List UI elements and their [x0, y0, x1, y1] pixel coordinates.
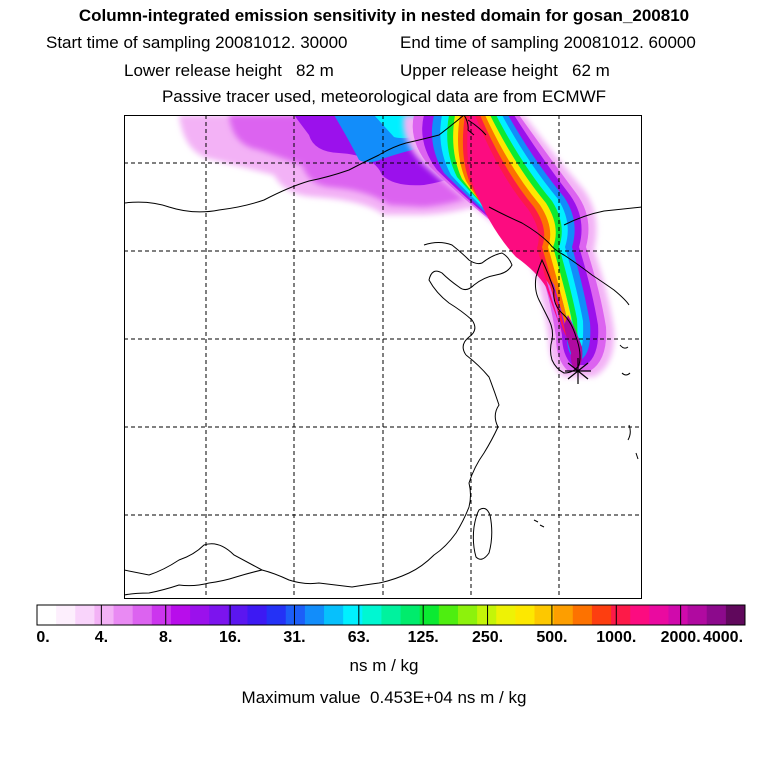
colorbar-tick-label: 500. [536, 629, 568, 646]
colorbar-swatch [37, 605, 57, 625]
plume-purple [564, 315, 583, 371]
max-value-label: Maximum value 0.453E+04 ns m / kg [241, 688, 527, 707]
colorbar-swatch [572, 605, 593, 625]
colorbar-outline [36, 604, 746, 626]
colorbar-swatch [477, 605, 497, 625]
colorbar-swatch [381, 605, 402, 625]
plume-magenta [467, 115, 569, 341]
colorbar-tick-label: 4. [94, 629, 109, 646]
colorbar-swatch [75, 605, 95, 625]
colorbar-swatch [266, 605, 287, 625]
colorbar-tick-label: 16. [218, 629, 242, 646]
colorbar-swatch [343, 605, 363, 625]
plot-title: Column-integrated emission sensitivity i… [78, 6, 690, 25]
colorbar-swatch [209, 605, 229, 625]
inland-border [124, 543, 263, 576]
colorbar-swatch [457, 605, 478, 625]
map-frame [124, 115, 642, 599]
colorbar-tick-label: 125. [407, 629, 439, 646]
colorbar-swatch [553, 605, 574, 625]
korea-peninsula [534, 258, 581, 374]
colorbar-tick-label: 8. [159, 629, 173, 646]
start-time-label: Start time of sampling 20081012. 30000 [46, 33, 348, 52]
sensitivity-field [179, 115, 615, 377]
colorbar-swatch [649, 605, 669, 625]
colorbar-swatch [170, 605, 191, 625]
colorbar-swatch [438, 605, 459, 625]
colorbar-swatch [419, 605, 440, 625]
colorbar [36, 604, 746, 626]
mongolia-border [124, 115, 465, 213]
end-time-label: End time of sampling 20081012. 60000 [400, 33, 696, 52]
colorbar-swatch [362, 605, 382, 625]
taiwan [472, 507, 493, 560]
colorbar-swatch [515, 605, 536, 625]
colorbar-swatch [687, 605, 708, 625]
colorbar-swatch [534, 605, 555, 625]
colorbar-swatch [668, 605, 689, 625]
colorbar-swatch [324, 605, 344, 625]
colorbar-swatch [228, 605, 248, 625]
colorbar-swatch [190, 605, 210, 625]
colorbar-swatch [496, 605, 516, 625]
colorbar-tick-label: 0. [36, 629, 50, 646]
northeast-border [463, 115, 487, 136]
colorbar-tick-label: 250. [471, 629, 504, 646]
colorbar-swatch [611, 605, 631, 625]
russia-coast [563, 206, 642, 226]
colorbar-tick-label: 1000. [596, 629, 637, 646]
colorbar-swatch [304, 605, 325, 625]
colorbar-swatch [630, 605, 650, 625]
map-border [124, 115, 642, 599]
coastlines [124, 115, 642, 596]
star-marker [565, 358, 591, 384]
colorbar-tick-label: 2000. [660, 629, 701, 646]
colorbar-swatch [285, 605, 306, 625]
colorbar-swatch [56, 605, 76, 625]
colorbar-swatch [151, 605, 172, 625]
colorbar-swatch [706, 605, 727, 625]
colorbar-swatch [132, 605, 153, 625]
colorbar-tick-label: 63. [347, 629, 370, 646]
colorbar-units: ns m / kg [349, 656, 419, 675]
colorbar-swatch [247, 605, 268, 625]
japan-islands [533, 344, 639, 528]
colorbar-swatch [94, 605, 115, 625]
plot-subtitle: Passive tracer used, meteorological data… [161, 87, 607, 106]
korea-north-border [488, 206, 630, 306]
colorbar-swatch [113, 605, 134, 625]
east-china-coast [124, 354, 500, 596]
bohai-coast [423, 242, 513, 356]
colorbar-tick-label: 31. [283, 629, 306, 646]
colorbar-swatch [725, 605, 746, 625]
colorbar-swatch [591, 605, 612, 625]
graticule [124, 115, 642, 599]
lower-release-label: Lower release height 82 m [124, 61, 334, 80]
colorbar-tick-label: 4000. [702, 629, 744, 646]
colorbar-swatch [400, 605, 421, 625]
upper-release-label: Upper release height 62 m [400, 61, 610, 80]
